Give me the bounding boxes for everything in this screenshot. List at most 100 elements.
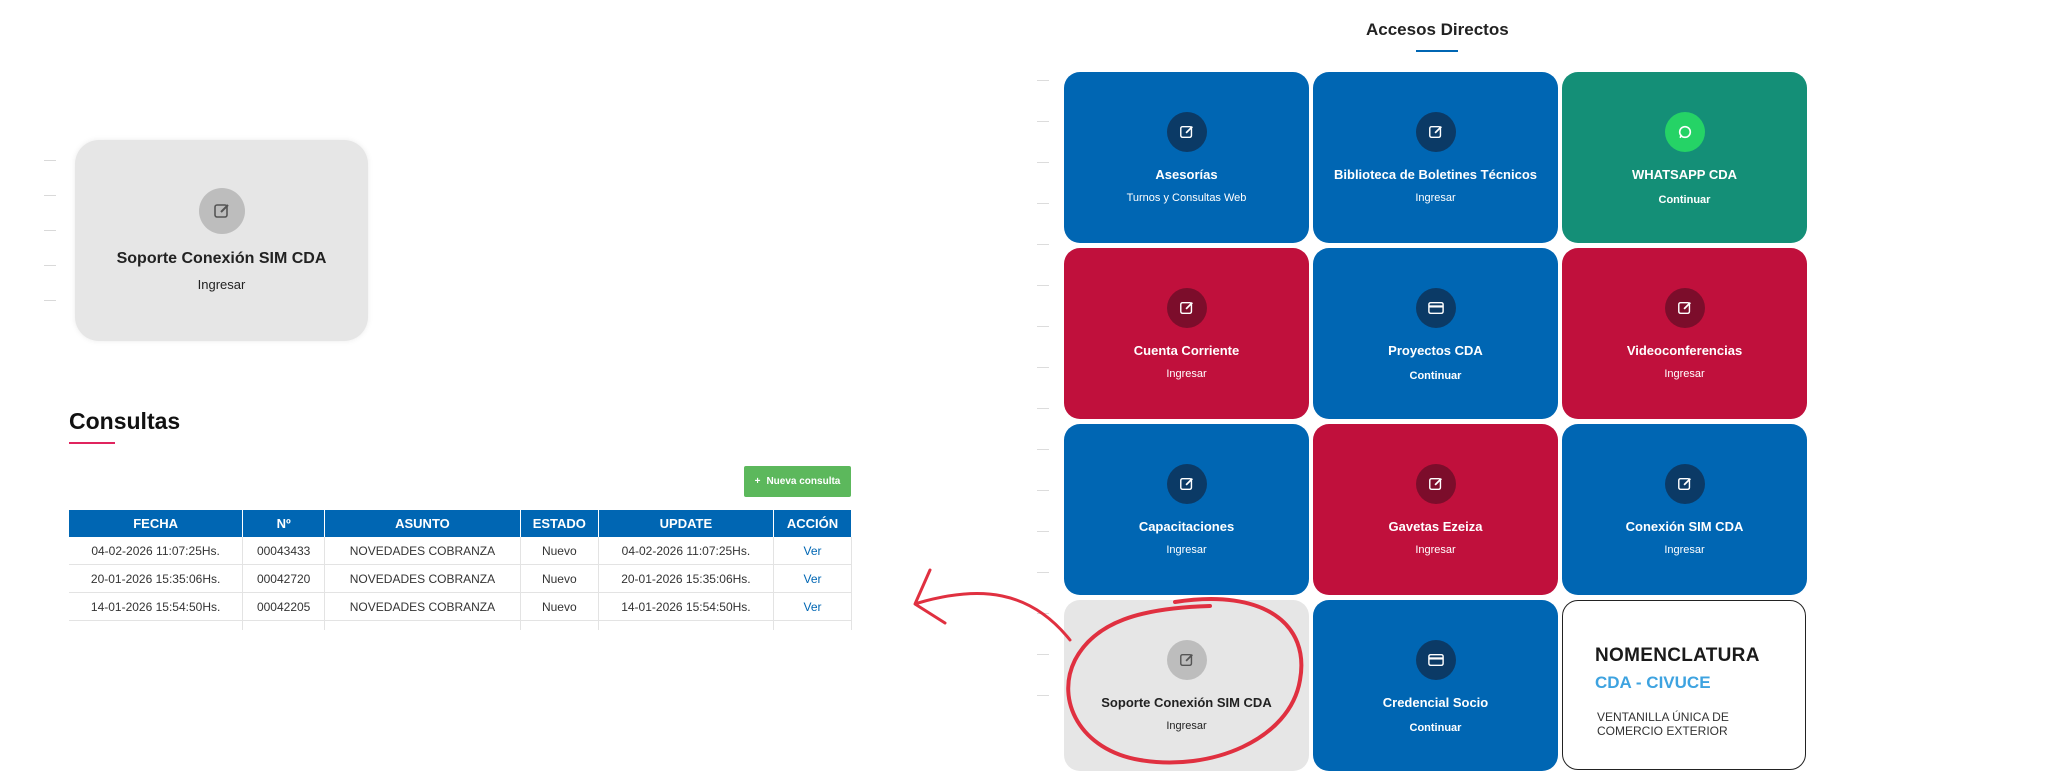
edit-icon <box>198 188 245 234</box>
cell-estado: Nuevo <box>520 537 599 565</box>
annotation-arrow <box>916 592 1072 642</box>
tile-subtitle: Continuar <box>1409 722 1462 734</box>
accesos-title: Accesos Directos <box>1366 20 1509 39</box>
ver-link[interactable]: Ver <box>773 537 852 565</box>
table-row: 04-02-2026 11:07:25Hs. 00043433 NOVEDADE… <box>69 537 852 565</box>
soporte-conexion-card[interactable]: Soporte Conexión SIM CDA Ingresar <box>75 140 368 341</box>
tile-asesorias[interactable]: Asesorías Turnos y Consultas Web <box>1064 72 1309 243</box>
tile-subtitle: Ingresar <box>1415 544 1456 556</box>
consultas-table: FECHA Nº ASUNTO ESTADO UPDATE ACCIÓN 04-… <box>69 510 852 630</box>
tile-subtitle: Turnos y Consultas Web <box>1126 192 1247 204</box>
col-estado: ESTADO <box>520 510 599 537</box>
ver-link[interactable]: Ver <box>773 564 852 593</box>
nueva-consulta-label: Nueva consulta <box>766 476 841 487</box>
nueva-consulta-button[interactable]: + Nueva consulta <box>744 466 851 497</box>
tile-biblioteca[interactable]: Biblioteca de Boletines Técnicos Ingresa… <box>1313 72 1558 243</box>
cell-fecha: 14-01-2026 15:54:50Hs. <box>69 592 244 621</box>
edit-icon <box>1166 464 1207 504</box>
edit-icon <box>1664 288 1705 328</box>
tile-credencial-socio[interactable]: Credencial Socio Continuar <box>1313 600 1558 771</box>
tile-subtitle: Ingresar <box>1415 192 1456 204</box>
col-asunto: ASUNTO <box>324 510 521 537</box>
accesos-underline <box>1416 50 1458 52</box>
col-fecha: FECHA <box>69 510 244 537</box>
cell-asunto: NOVEDADES COBRANZA <box>324 592 521 621</box>
edit-icon <box>1415 464 1456 504</box>
nomenclatura-caption-line1: VENTANILLA ÚNICA DE <box>1597 710 1729 724</box>
edit-icon <box>1166 640 1207 680</box>
tile-title: Soporte Conexión SIM CDA <box>1101 695 1272 710</box>
cell-numero: 00042205 <box>242 592 326 621</box>
nomenclatura-caption: VENTANILLA ÚNICA DE COMERCIO EXTERIOR <box>1597 710 1805 738</box>
tile-subtitle: Continuar <box>1658 194 1711 206</box>
cell-numero: 00043433 <box>242 537 326 565</box>
tile-title: Capacitaciones <box>1138 519 1235 534</box>
tile-subtitle: Continuar <box>1409 370 1462 382</box>
table-row: 20-01-2026 15:35:06Hs. 00042720 NOVEDADE… <box>69 564 852 593</box>
card-title: Soporte Conexión SIM CDA <box>116 250 327 267</box>
nomenclatura-title: NOMENCLATURA <box>1595 645 1760 666</box>
cell-update: 04-02-2026 11:07:25Hs. <box>598 537 775 565</box>
tile-conexion-sim[interactable]: Conexión SIM CDA Ingresar <box>1562 424 1807 595</box>
annotation-arrowhead <box>913 568 947 625</box>
left-margin-ticks <box>44 160 56 310</box>
tile-title: Asesorías <box>1155 167 1218 182</box>
edit-icon <box>1415 112 1456 152</box>
edit-icon <box>1166 288 1207 328</box>
annotation-circle <box>1066 597 1304 765</box>
cell-estado: Nuevo <box>520 620 599 630</box>
cell-estado: Nuevo <box>520 592 599 621</box>
tile-title: Credencial Socio <box>1382 695 1489 710</box>
plus-icon: + <box>754 476 761 487</box>
tile-title: Proyectos CDA <box>1388 343 1483 358</box>
tile-subtitle: Ingresar <box>1166 368 1207 380</box>
tile-title: Videoconferencias <box>1626 343 1743 358</box>
table-row: 14-01-2026 15:54:50Hs. 00042205 NOVEDADE… <box>69 592 852 621</box>
credit-card-icon <box>1415 288 1456 328</box>
consultas-underline <box>69 442 115 444</box>
consultas-title: Consultas <box>69 408 181 434</box>
tile-subtitle: Ingresar <box>1664 368 1705 380</box>
cell-update: 09-01-2026 13:26:03Hs. <box>598 620 775 630</box>
cell-fecha: 20-01-2026 15:35:06Hs. <box>69 564 244 593</box>
table-header-row: FECHA Nº ASUNTO ESTADO UPDATE ACCIÓN <box>69 510 852 537</box>
tile-subtitle: Ingresar <box>1166 720 1207 732</box>
edit-icon <box>1664 464 1705 504</box>
cell-asunto: NOVEDADES COBRANZA <box>324 620 521 630</box>
cell-asunto: NOVEDADES COBRANZA <box>324 564 521 593</box>
tile-title: Conexión SIM CDA <box>1625 519 1744 534</box>
nomenclatura-caption-line2: COMERCIO EXTERIOR <box>1597 724 1728 738</box>
cell-fecha: 09-01-2026 13:26:03Hs. <box>69 620 244 630</box>
tile-title: WHATSAPP CDA <box>1632 167 1737 182</box>
tile-title: Cuenta Corriente <box>1133 343 1240 358</box>
cell-numero: 00042720 <box>242 564 326 593</box>
tile-subtitle: Ingresar <box>1664 544 1705 556</box>
cell-numero: 00041673 <box>242 620 326 630</box>
cell-update: 20-01-2026 15:35:06Hs. <box>598 564 775 593</box>
tile-videoconferencias[interactable]: Videoconferencias Ingresar <box>1562 248 1807 419</box>
credit-card-icon <box>1415 640 1456 680</box>
cell-update: 14-01-2026 15:54:50Hs. <box>598 592 775 621</box>
card-subtitle: Ingresar <box>197 277 246 292</box>
tile-whatsapp[interactable]: WHATSAPP CDA Continuar <box>1562 72 1807 243</box>
cell-asunto: NOVEDADES COBRANZA <box>324 537 521 565</box>
cell-fecha: 04-02-2026 11:07:25Hs. <box>69 537 244 565</box>
tile-cuenta-corriente[interactable]: Cuenta Corriente Ingresar <box>1064 248 1309 419</box>
tile-subtitle: Ingresar <box>1166 544 1207 556</box>
whatsapp-icon <box>1664 112 1705 152</box>
tile-title: Gavetas Ezeiza <box>1388 519 1483 534</box>
col-accion: ACCIÓN <box>773 510 852 537</box>
tile-nomenclatura[interactable]: NOMENCLATURA CDA - CIVUCE VENTANILLA ÚNI… <box>1562 600 1806 770</box>
col-update: UPDATE <box>598 510 775 537</box>
ver-link[interactable]: Ver <box>773 620 852 630</box>
cell-estado: Nuevo <box>520 564 599 593</box>
edit-icon <box>1166 112 1207 152</box>
tile-proyectos[interactable]: Proyectos CDA Continuar <box>1313 248 1558 419</box>
table-row: 09-01-2026 13:26:03Hs. 00041673 NOVEDADE… <box>69 620 852 630</box>
ver-link[interactable]: Ver <box>773 592 852 621</box>
tile-capacitaciones[interactable]: Capacitaciones Ingresar <box>1064 424 1309 595</box>
nomenclatura-subtitle: CDA - CIVUCE <box>1595 673 1711 692</box>
tile-title: Biblioteca de Boletines Técnicos <box>1334 167 1537 182</box>
tile-gavetas-ezeiza[interactable]: Gavetas Ezeiza Ingresar <box>1313 424 1558 595</box>
